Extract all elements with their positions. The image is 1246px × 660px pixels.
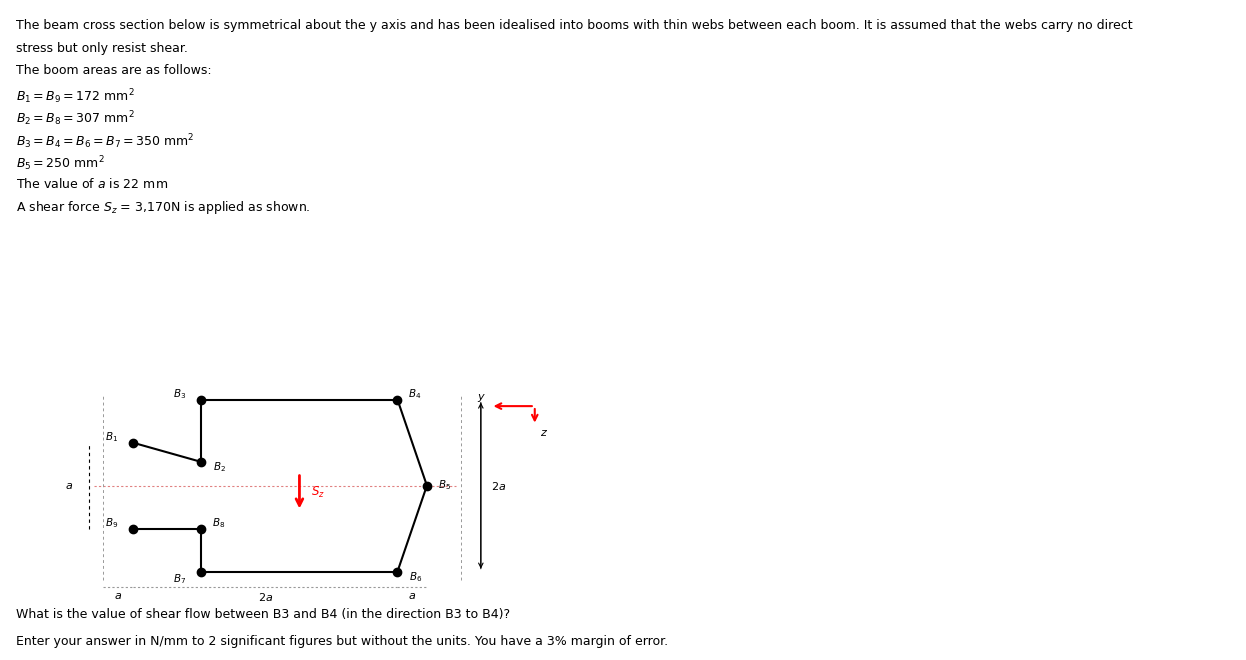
Text: $B_6$: $B_6$ <box>409 570 421 583</box>
Text: $B_4$: $B_4$ <box>409 387 422 401</box>
Text: $B_9$: $B_9$ <box>105 517 118 530</box>
Text: $z$: $z$ <box>540 428 548 438</box>
Text: $a$: $a$ <box>409 591 416 601</box>
Text: A shear force $S_z$ = 3,170N is applied as shown.: A shear force $S_z$ = 3,170N is applied … <box>16 199 310 216</box>
Text: $a$: $a$ <box>115 591 122 601</box>
Text: $B_3 = B_4 = B_6 = B_7 = 350\ \mathrm{mm}^2$: $B_3 = B_4 = B_6 = B_7 = 350\ \mathrm{mm… <box>16 132 194 150</box>
Text: $B_1 = B_9 = 172\ \mathrm{mm}^2$: $B_1 = B_9 = 172\ \mathrm{mm}^2$ <box>16 87 135 106</box>
Text: $y$: $y$ <box>477 392 486 404</box>
Text: The beam cross section below is symmetrical about the y axis and has been ideali: The beam cross section below is symmetri… <box>16 19 1133 32</box>
Text: The boom areas are as follows:: The boom areas are as follows: <box>16 64 212 77</box>
Text: $a$: $a$ <box>65 480 74 490</box>
Text: The value of $a$ is 22 mm: The value of $a$ is 22 mm <box>16 177 168 191</box>
Text: $B_5 = 250\ \mathrm{mm}^2$: $B_5 = 250\ \mathrm{mm}^2$ <box>16 154 105 173</box>
Text: $2a$: $2a$ <box>258 591 273 603</box>
Text: What is the value of shear flow between B3 and B4 (in the direction B3 to B4)?: What is the value of shear flow between … <box>16 608 510 620</box>
Text: $S_z$: $S_z$ <box>312 484 325 500</box>
Text: $B_2 = B_8 = 307\ \mathrm{mm}^2$: $B_2 = B_8 = 307\ \mathrm{mm}^2$ <box>16 110 135 128</box>
Text: $B_3$: $B_3$ <box>173 387 187 401</box>
Text: $2a$: $2a$ <box>491 480 506 492</box>
Text: $B_5$: $B_5$ <box>439 478 451 492</box>
Text: stress but only resist shear.: stress but only resist shear. <box>16 42 188 55</box>
Text: $B_8$: $B_8$ <box>212 517 226 530</box>
Text: Enter your answer in N/mm to 2 significant figures but without the units. You ha: Enter your answer in N/mm to 2 significa… <box>16 635 668 648</box>
Text: $B_7$: $B_7$ <box>173 572 187 586</box>
Text: $B_2$: $B_2$ <box>213 460 226 474</box>
Text: $B_1$: $B_1$ <box>105 430 118 444</box>
